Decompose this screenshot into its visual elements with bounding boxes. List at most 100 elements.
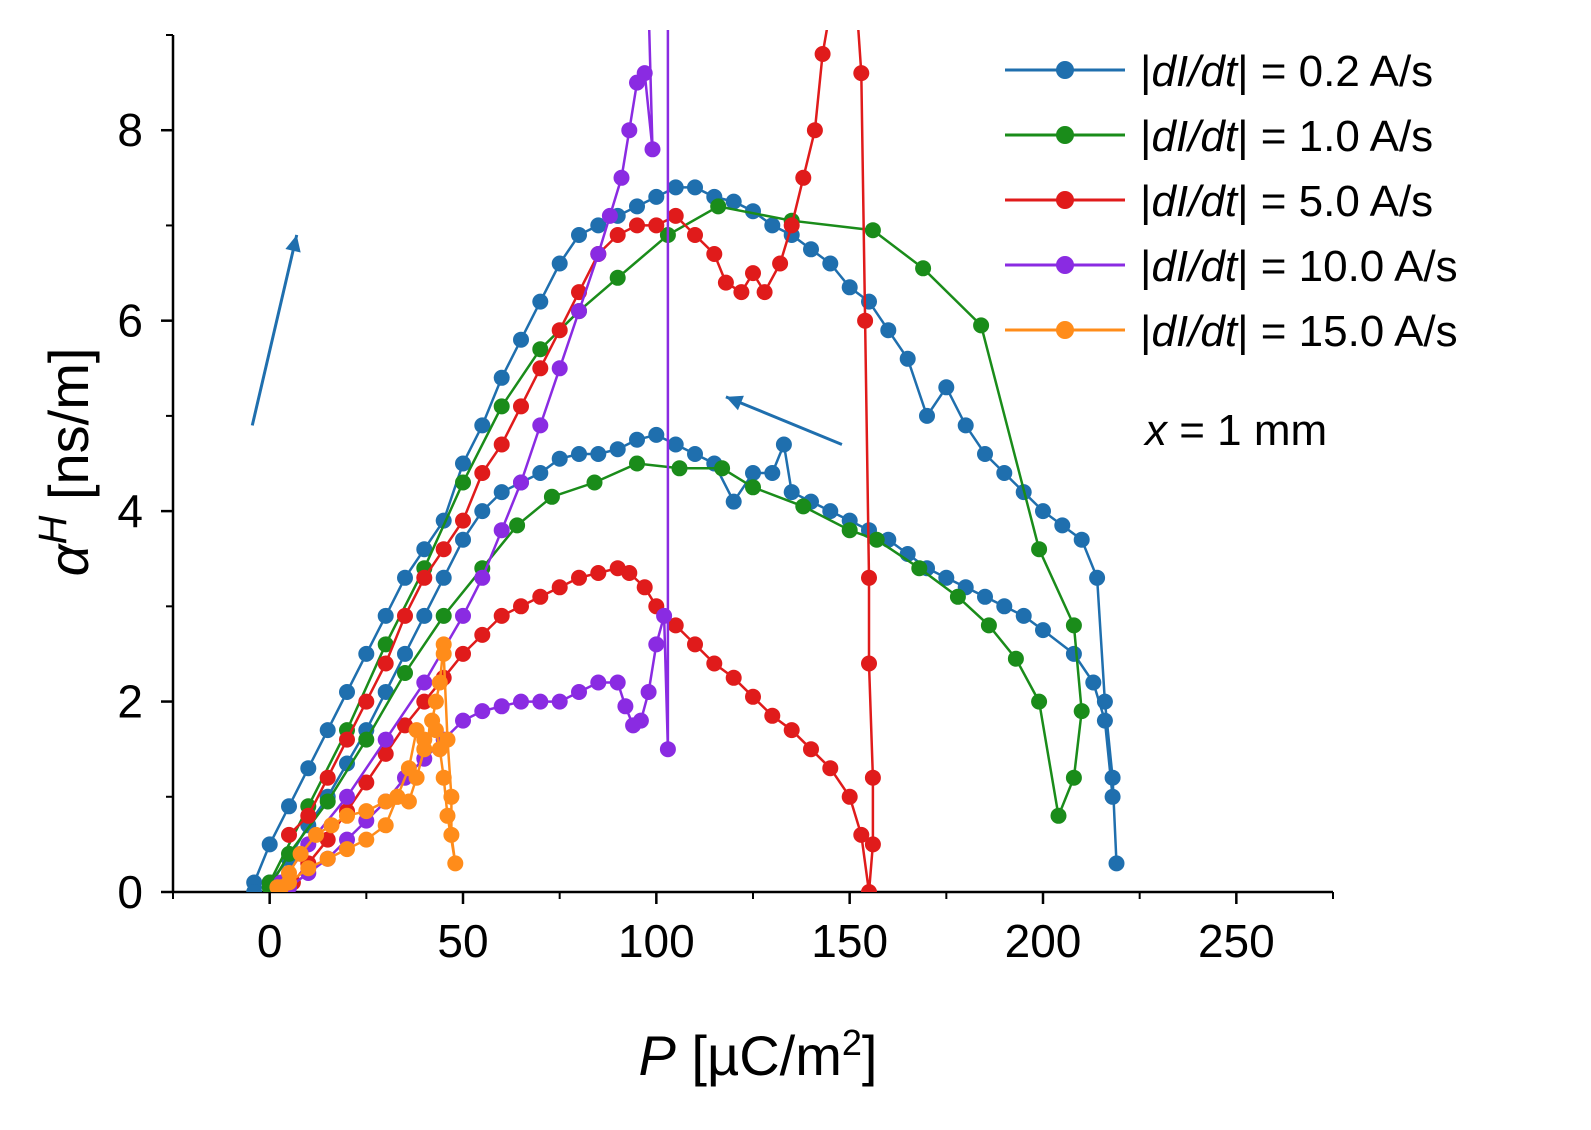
arrow-layer [250, 234, 843, 446]
data-point [358, 645, 375, 662]
data-point [725, 669, 742, 686]
data-point [1104, 769, 1121, 786]
data-point [667, 179, 684, 196]
series-1-0-a-s [261, 198, 1090, 892]
legend-label-prefix: | [1140, 177, 1151, 226]
data-point [629, 217, 645, 234]
data-point [358, 731, 375, 748]
data-point [1085, 674, 1102, 691]
data-point [416, 674, 433, 691]
legend-label: |dI/dt| = 1.0 A/s [1140, 112, 1433, 161]
legend-label: |dI/dt| = 15.0 A/s [1140, 307, 1458, 356]
data-point [389, 788, 406, 805]
data-point [636, 579, 653, 596]
data-point [431, 741, 448, 758]
data-point [841, 522, 858, 539]
data-point [1007, 650, 1024, 667]
data-point [764, 217, 781, 234]
series-line-decreasing [291, 30, 875, 892]
data-point [1108, 855, 1125, 872]
data-point [300, 760, 317, 777]
data-point [725, 193, 742, 210]
data-point [493, 484, 510, 501]
data-point [864, 769, 881, 786]
data-point [667, 617, 684, 634]
data-point [841, 788, 858, 805]
data-point [864, 222, 881, 239]
data-point [513, 693, 529, 710]
data-point [532, 293, 549, 310]
legend-marker [1056, 61, 1074, 79]
data-point [625, 717, 642, 734]
y-axis-label: αH [ns/m] [31, 348, 100, 577]
series-line-increasing [288, 30, 829, 836]
data-point [416, 541, 433, 558]
annotation-var: x [1143, 406, 1169, 455]
data-point [532, 465, 549, 481]
data-point [795, 169, 812, 186]
data-point [513, 474, 529, 491]
data-point [513, 398, 529, 415]
axis-ticks [161, 34, 1334, 904]
data-point [609, 227, 626, 243]
y-tick-label: 8 [117, 104, 143, 156]
data-point [880, 322, 897, 339]
data-point [861, 884, 877, 892]
data-point [648, 217, 665, 234]
data-point [1031, 693, 1048, 710]
data-point [775, 436, 792, 453]
data-point [493, 398, 510, 415]
data-point [772, 255, 789, 272]
data-point [339, 841, 355, 858]
data-point [455, 645, 471, 662]
y-axis-symbol: α [37, 542, 100, 576]
data-point [246, 884, 263, 892]
data-point [1089, 569, 1106, 586]
data-point [493, 522, 510, 539]
data-point [447, 855, 464, 872]
data-point [667, 207, 684, 224]
data-point [764, 707, 781, 724]
data-point [899, 350, 916, 367]
data-point [1054, 517, 1071, 534]
data-point [474, 465, 491, 481]
legend-label: |dI/dt| = 5.0 A/s [1140, 177, 1433, 226]
data-point [795, 498, 812, 515]
data-point [687, 446, 703, 462]
data-point [756, 284, 773, 301]
data-point [300, 860, 317, 877]
data-point [621, 122, 638, 139]
data-point [745, 465, 761, 481]
data-point [1065, 645, 1082, 662]
data-point [339, 731, 355, 748]
data-point [455, 474, 471, 491]
data-point [435, 645, 452, 662]
data-point [644, 141, 661, 158]
data-point [339, 788, 355, 805]
data-point [455, 531, 471, 548]
data-point [513, 598, 529, 615]
data-point [435, 541, 452, 558]
data-point [803, 741, 819, 758]
data-point [849, 8, 865, 24]
data-point [636, 65, 653, 82]
data-point [613, 169, 630, 186]
data-point [493, 607, 510, 624]
data-point [1065, 617, 1082, 634]
data-point [590, 217, 607, 234]
legend-marker [1056, 256, 1074, 274]
legend-label-suffix: | = 15.0 A/s [1237, 307, 1458, 356]
data-point [853, 826, 870, 843]
data-point [358, 831, 375, 848]
series-layer [246, 8, 1125, 892]
data-point [455, 712, 471, 729]
data-point [1035, 503, 1051, 520]
legend-label-var: dI/dt [1151, 112, 1238, 161]
legend-label-prefix: | [1140, 242, 1151, 291]
data-point [1104, 788, 1121, 805]
data-point [656, 607, 673, 624]
data-point [667, 436, 684, 453]
data-point [281, 798, 297, 815]
direction-arrow-up [250, 234, 299, 426]
